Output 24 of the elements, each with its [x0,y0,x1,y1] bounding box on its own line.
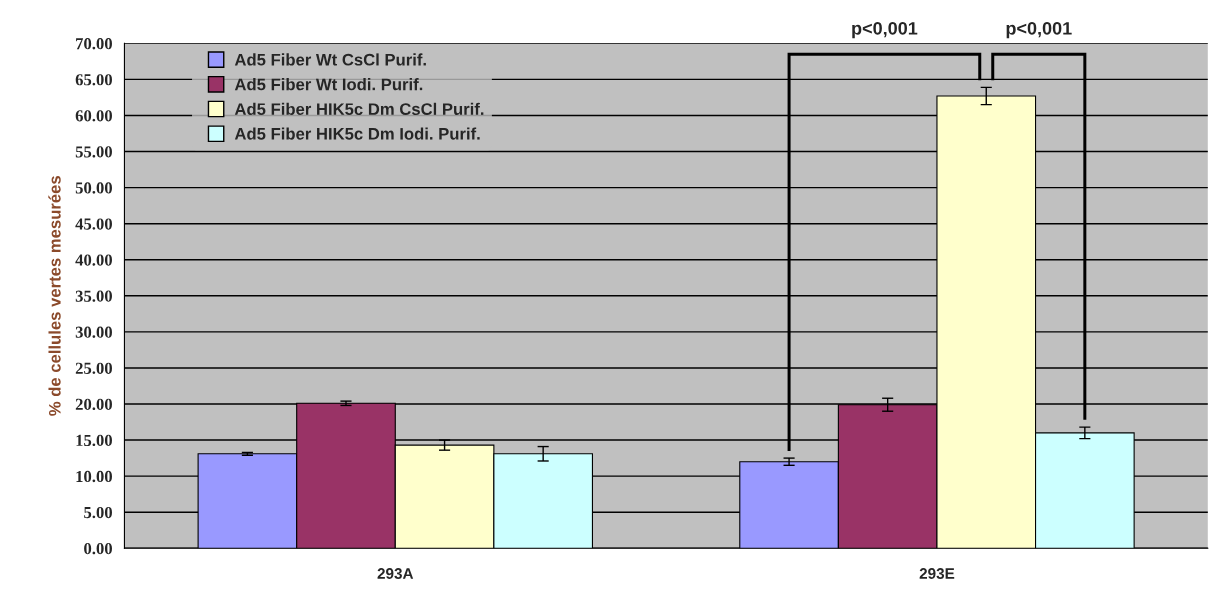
y-tick-label: 55.00 [75,146,112,158]
y-tick-label: 65.00 [75,74,112,86]
legend-label: Ad5 Fiber Wt Iodi. Purif. [234,78,423,91]
x-tick-label: 293E [919,568,955,579]
y-tick-label: 25.00 [75,362,112,374]
y-tick-label: 0.00 [84,542,112,555]
y-axis-title: % de cellules vertes mesurées [48,176,61,416]
y-tick-label: 50.00 [75,182,112,194]
legend-label: Ad5 Fiber HIK5c Dm CsCl Purif. [234,102,484,116]
y-tick-label: 70.00 [76,38,112,50]
y-tick-label: 60.00 [75,110,112,122]
legend-label: Ad5 Fiber HIK5c Dm Iodi. Purif. [234,127,480,140]
y-tick-label: 5.00 [84,506,112,519]
legend-label: Ad5 Fiber Wt CsCl Purif. [234,53,426,66]
y-tick-label: 10.00 [76,470,112,483]
y-tick-label: 15.00 [76,434,112,447]
y-tick-label: 40.00 [75,254,112,266]
y-tick-label: 35.00 [75,290,112,302]
y-tick-label: 30.00 [75,326,112,338]
y-tick-label: 20.00 [75,398,112,411]
text: p<0,001 [1006,21,1072,39]
text: p<0,001 [852,21,918,39]
y-tick-label: 45.00 [75,218,112,230]
x-tick-label: 293A [377,568,414,579]
